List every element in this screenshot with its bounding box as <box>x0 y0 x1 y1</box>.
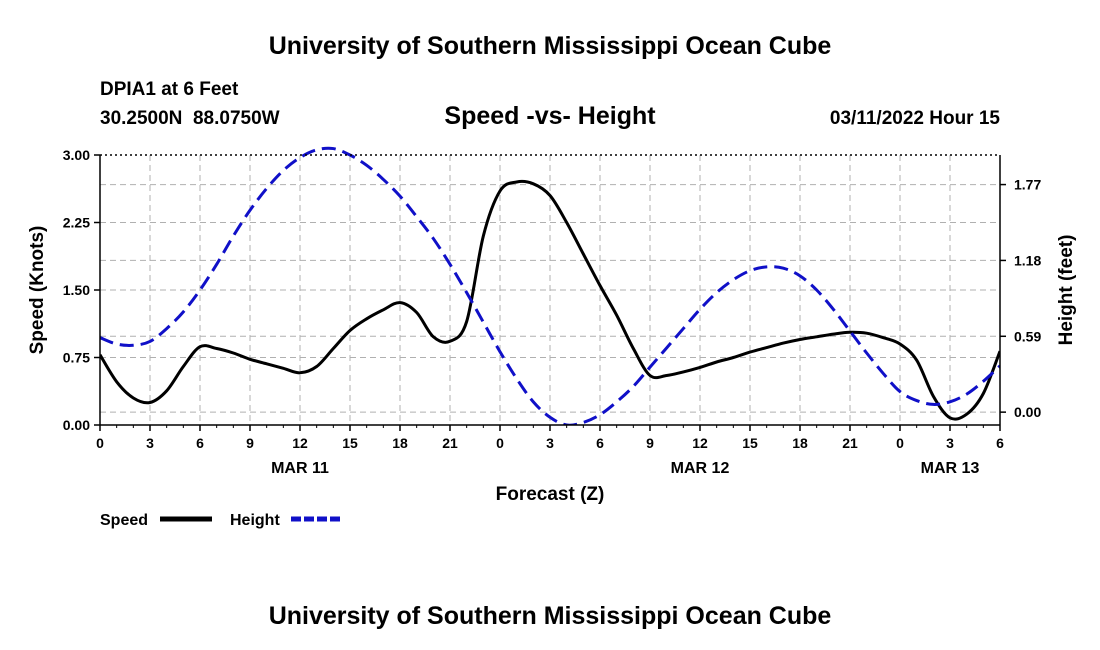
x-tick-label: 15 <box>742 435 758 451</box>
x-tick-label: 9 <box>246 435 254 451</box>
height-series-line <box>100 146 1000 425</box>
top-title: University of Southern Mississippi Ocean… <box>269 32 832 60</box>
x-tick-label: 6 <box>596 435 604 451</box>
x-tick-label: 6 <box>996 435 1004 451</box>
x-tick-label: 3 <box>946 435 954 451</box>
x-tick-label: 0 <box>896 435 904 451</box>
grid-lines <box>100 155 1000 425</box>
x-tick-label: 9 <box>646 435 654 451</box>
x-axis-label: Forecast (Z) <box>496 484 605 505</box>
x-tick-label: 18 <box>392 435 408 451</box>
series-lines <box>100 146 1000 425</box>
x-tick-label: 12 <box>292 435 308 451</box>
legend: Speed Height <box>100 512 343 529</box>
axis-ticks: 0 3 6 9 12 15 18 21 0 3 6 9 12 15 18 21 0 3 6 MAR 11 MAR 12 M… <box>63 147 1042 477</box>
y2-tick-label: 0.00 <box>1014 404 1041 420</box>
coordinates-label: 30.2500N 88.0750W <box>100 108 280 129</box>
chart-title: Speed -vs- Height <box>444 102 656 130</box>
datetime-label: 03/11/2022 Hour 15 <box>830 108 1000 129</box>
station-label: DPIA1 at 6 Feet <box>100 79 239 100</box>
x-tick-label: 0 <box>496 435 504 451</box>
y-tick-label: 0.00 <box>63 417 90 433</box>
date-label: MAR 11 <box>271 460 329 477</box>
x-tick-label: 0 <box>96 435 104 451</box>
x-tick-label: 18 <box>792 435 808 451</box>
y2-tick-label: 1.18 <box>1014 252 1041 268</box>
x-tick-label: 15 <box>342 435 358 451</box>
y-tick-label: 1.50 <box>63 282 90 298</box>
speed-series-line <box>100 179 1000 421</box>
y-tick-label: 2.25 <box>63 215 90 231</box>
y2-axis-label: Height (feet) <box>1056 235 1077 346</box>
y2-tick-label: 0.59 <box>1014 328 1041 344</box>
y2-tick-label: 1.77 <box>1014 177 1041 193</box>
x-tick-label: 3 <box>546 435 554 451</box>
x-tick-label: 12 <box>692 435 708 451</box>
x-tick-label: 21 <box>442 435 458 451</box>
x-tick-label: 6 <box>196 435 204 451</box>
date-label: MAR 13 <box>921 460 980 477</box>
y-tick-label: 3.00 <box>63 147 90 163</box>
legend-height-label: Height <box>230 512 280 529</box>
bottom-title: University of Southern Mississippi Ocean… <box>269 602 832 630</box>
x-tick-label: 21 <box>842 435 858 451</box>
y-axis-label: Speed (Knots) <box>27 226 48 355</box>
date-label: MAR 12 <box>671 460 730 477</box>
x-tick-label: 3 <box>146 435 154 451</box>
legend-speed-label: Speed <box>100 512 148 529</box>
y-tick-label: 0.75 <box>63 350 90 366</box>
